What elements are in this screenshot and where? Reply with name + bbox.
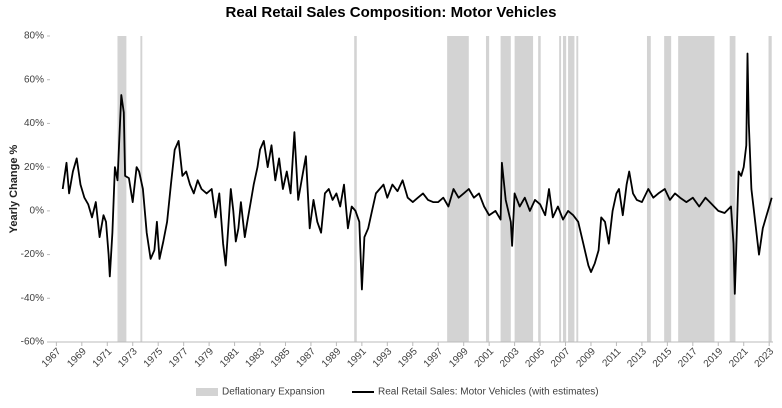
y-tick-label: 60% [24, 74, 44, 85]
x-tick-label: 1983 [244, 346, 268, 370]
shaded-range [664, 36, 672, 342]
x-tick-label: 1967 [40, 346, 64, 370]
y-tick-label: 20% [24, 162, 44, 173]
shaded-range [768, 36, 772, 342]
y-axis-label: Yearly Change % [8, 144, 20, 233]
shaded-range [117, 36, 127, 342]
x-tick-label: 2007 [549, 346, 573, 370]
x-tick-label: 2017 [676, 346, 700, 370]
shaded-range [538, 36, 541, 342]
x-tick-label: 2011 [600, 346, 623, 369]
shaded-range [140, 36, 143, 342]
shaded-range [354, 36, 357, 342]
shaded-range [500, 36, 511, 342]
y-tick-label: -60% [21, 337, 44, 348]
x-tick-label: 2021 [727, 346, 751, 370]
legend-label: Real Retail Sales: Motor Vehicles (with … [378, 387, 599, 398]
x-tick-label: 2003 [498, 346, 522, 370]
x-tick-label: 1991 [345, 346, 369, 370]
x-tick-label: 2001 [473, 346, 497, 370]
x-tick-label: 2005 [524, 346, 548, 370]
shaded-range [576, 36, 579, 342]
shaded-range [562, 36, 567, 342]
x-tick-label: 2009 [574, 346, 598, 370]
x-tick-label: 1981 [218, 346, 242, 370]
x-tick-label: 1969 [65, 346, 89, 370]
x-tick-label: 2015 [651, 346, 675, 370]
shaded-range [729, 36, 736, 342]
shaded-range [678, 36, 715, 342]
x-tick-label: 1995 [396, 346, 420, 370]
data-line [61, 52, 773, 295]
legend-swatch [196, 388, 218, 396]
x-tick-label: 1993 [371, 346, 395, 370]
x-tick-label: 1973 [116, 346, 140, 370]
x-tick-label: 1985 [269, 346, 293, 370]
x-tick-label: 1979 [193, 346, 217, 370]
shaded-range [485, 36, 490, 342]
shaded-range [514, 36, 534, 342]
y-tick-label: -40% [21, 293, 44, 304]
y-tick-label: 0% [30, 205, 45, 216]
shaded-range [559, 36, 562, 342]
x-tick-label: 1999 [447, 346, 471, 370]
x-tick-label: 1977 [167, 346, 191, 370]
x-tick-label: 2023 [753, 346, 777, 370]
chart-title: Real Retail Sales Composition: Motor Veh… [226, 4, 557, 21]
x-tick-label: 1989 [320, 346, 344, 370]
y-tick-label: 80% [24, 31, 44, 42]
x-tick-label: 1997 [422, 346, 446, 370]
y-tick-label: 40% [24, 118, 44, 129]
x-tick-label: 2019 [702, 346, 726, 370]
x-tick-label: 1987 [294, 346, 318, 370]
shaded-range [568, 36, 575, 342]
x-tick-label: 1971 [91, 346, 115, 370]
shaded-range [447, 36, 469, 342]
x-tick-label: 2013 [625, 346, 649, 370]
y-tick-label: -20% [21, 249, 44, 260]
x-tick-label: 1975 [142, 346, 166, 370]
legend-label: Deflationary Expansion [222, 387, 325, 398]
